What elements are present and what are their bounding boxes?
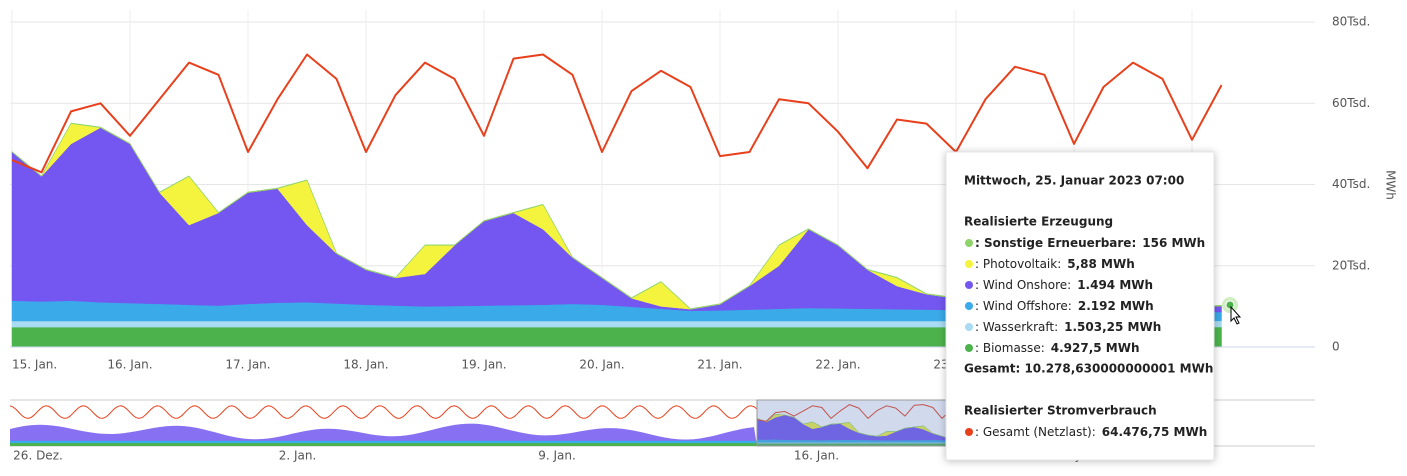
cursor [1230,305,1242,325]
x-tick-label: 21. Jan. [697,358,742,372]
navigator-decoration [9,405,758,419]
hover-point [1225,300,1235,310]
tooltip-item-value: 5,88 MWh [1067,257,1135,271]
x-tick-label: 19. Jan. [461,358,506,372]
tooltip-marker [965,344,973,352]
tooltip-total: Gesamt: 10.278,630000000001 MWh [964,362,1213,376]
tooltip-item-label: : Sonstige Erneuerbare: [975,236,1136,250]
tooltip-title: Mittwoch, 25. Januar 2023 07:00 [964,174,1184,188]
tooltip-item-value: 64.476,75 MWh [1102,425,1207,439]
navigator-label: 9. Jan. [538,449,576,463]
tooltip-marker [965,281,973,289]
tooltip-item-value: 4.927,5 MWh [1051,341,1140,355]
navigator-decoration [10,443,757,446]
tooltip-item-label: : Wasserkraft: [975,320,1058,334]
tooltip-item: : Sonstige Erneuerbare: 156 MWh [975,236,1205,250]
tooltip-section: Realisierte Erzeugung [964,215,1113,229]
area [11,122,1222,310]
tooltip-marker [965,302,973,310]
x-tick-label: 15. Jan. [12,358,57,372]
x-tick-label: 18. Jan. [343,358,388,372]
tooltip-marker [965,260,973,268]
tooltip-item-label: : Gesamt (Netzlast): [975,425,1096,439]
tooltip-item: : Wasserkraft: 1.503,25 MWh [975,320,1161,334]
x-tick-label: 17. Jan. [225,358,270,372]
y-tick-label: 20Tsd. [1332,258,1370,272]
tooltip-item-label: : Wind Onshore: [975,278,1071,292]
line [11,53,1223,174]
plot-area [11,53,1223,348]
y-tick-label: 0 [1332,340,1340,354]
x-tick-label: 16. Jan. [107,358,152,372]
y-axis-title: MWh [1384,170,1398,200]
navigator-label: 16. Jan. [794,449,839,463]
tooltip-item: : Gesamt (Netzlast): 64.476,75 MWh [975,425,1207,439]
navigator-decoration [10,423,757,446]
tooltip-item: : Photovoltaik: 5,88 MWh [975,257,1135,271]
x-tick-label: 22. Jan. [815,358,860,372]
tooltip-item-value: 2.192 MWh [1078,299,1154,313]
tooltip: Mittwoch, 25. Januar 2023 07:00 Realisie… [945,151,1215,461]
tooltip-item-value: 156 MWh [1142,236,1205,250]
tooltip-section: Realisierter Stromverbrauch [964,404,1157,418]
tooltip-item-value: 1.503,25 MWh [1064,320,1161,334]
tooltip-item-label: : Wind Offshore: [975,299,1072,313]
tooltip-marker [965,428,973,436]
tooltip-box [945,151,1215,461]
tooltip-item-label: : Biomasse: [975,341,1045,355]
tooltip-marker [965,323,973,331]
y-tick-label: 80Tsd. [1332,15,1370,29]
x-tick-label: 20. Jan. [579,358,624,372]
tooltip-item: : Wind Onshore: 1.494 MWh [975,278,1153,292]
navigator-label: 26. Dez. [13,449,63,463]
tooltip-item: : Biomasse: 4.927,5 MWh [975,341,1140,355]
y-tick-label: 40Tsd. [1332,177,1370,191]
navigator-label: 2. Jan. [279,449,317,463]
tooltip-marker [965,239,973,247]
y-tick-label: 60Tsd. [1332,96,1370,110]
tooltip-item-label: : Photovoltaik: [975,257,1061,271]
tooltip-item-value: 1.494 MWh [1077,278,1153,292]
tooltip-item: : Wind Offshore: 2.192 MWh [975,299,1154,313]
